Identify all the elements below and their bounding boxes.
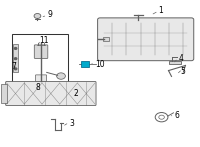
Text: 5: 5 <box>180 67 185 76</box>
Text: 11: 11 <box>39 36 49 45</box>
Text: 2: 2 <box>73 89 78 98</box>
Text: 4: 4 <box>178 54 183 63</box>
Circle shape <box>34 14 41 19</box>
Circle shape <box>14 68 17 70</box>
Bar <box>81 61 89 67</box>
Text: 8: 8 <box>35 83 40 92</box>
Circle shape <box>14 58 17 60</box>
Bar <box>1 84 7 103</box>
Bar <box>169 61 181 64</box>
Circle shape <box>14 48 17 49</box>
Text: 9: 9 <box>47 10 52 19</box>
Text: 10: 10 <box>95 60 105 69</box>
FancyBboxPatch shape <box>6 81 96 106</box>
Text: 6: 6 <box>174 111 179 120</box>
Text: 3: 3 <box>69 119 74 128</box>
FancyBboxPatch shape <box>98 18 194 61</box>
FancyBboxPatch shape <box>34 45 48 58</box>
Text: 1: 1 <box>159 6 163 15</box>
Bar <box>103 37 109 41</box>
FancyBboxPatch shape <box>35 75 47 82</box>
Text: 7: 7 <box>12 62 16 71</box>
Bar <box>13 44 18 72</box>
Circle shape <box>57 73 65 79</box>
